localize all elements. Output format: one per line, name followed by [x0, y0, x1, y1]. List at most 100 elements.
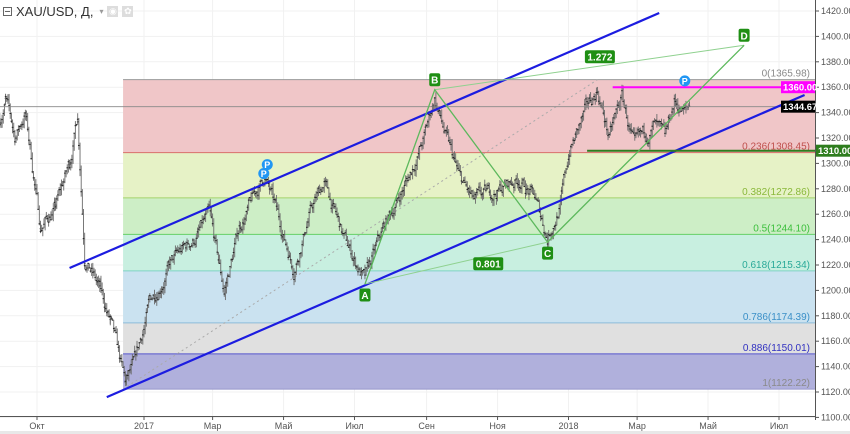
price-bar	[4, 93, 7, 105]
abcd-point-d[interactable]: D	[738, 28, 750, 43]
price-bar	[602, 100, 605, 116]
channel-line-upper[interactable]	[69, 12, 660, 270]
price-bar	[199, 221, 201, 232]
price-bar	[119, 354, 122, 363]
price-bar	[380, 227, 383, 238]
price-bar	[637, 126, 640, 138]
price-bar	[499, 180, 501, 192]
price-bar	[328, 187, 330, 198]
price-bar	[358, 266, 360, 273]
price-bar	[596, 86, 599, 95]
price-bar	[542, 214, 544, 226]
price-bar	[218, 254, 221, 264]
pivot-marker[interactable]: P	[261, 159, 273, 171]
price-bar	[137, 346, 139, 351]
price-bar	[243, 217, 245, 231]
price-bar	[192, 238, 194, 248]
price-bar	[54, 203, 57, 210]
price-bar	[343, 232, 345, 239]
price-bar	[564, 169, 566, 178]
price-bar	[221, 270, 223, 282]
chevron-down-icon[interactable]: ▾	[99, 7, 104, 16]
price-tick-label: 1320.00	[821, 133, 850, 143]
price-bar	[593, 93, 595, 101]
abcd-point-d-text: D	[740, 31, 747, 42]
price-bar	[392, 207, 394, 219]
price-bar	[568, 149, 571, 166]
price-bar	[44, 216, 46, 231]
price-bar	[96, 276, 99, 287]
price-bar	[522, 177, 524, 186]
price-bar	[461, 180, 464, 184]
price-bar	[339, 223, 342, 227]
price-bar	[283, 230, 286, 241]
price-bar	[242, 218, 244, 234]
fibonacci-retracement[interactable]: 0(1365.98) 0.236(1308.45) 0.382(1272.86) 0.…	[122, 69, 815, 390]
price-bar	[451, 139, 453, 159]
abcd-point-b[interactable]: B	[429, 73, 441, 87]
price-bar	[440, 109, 443, 124]
price-bar	[257, 186, 259, 200]
price-bar	[319, 186, 322, 196]
time-tick-label: 2017	[134, 421, 154, 431]
price-bar	[485, 184, 487, 193]
abcd-ratio-label[interactable]: 0.801	[473, 257, 504, 271]
price-bar	[260, 179, 263, 183]
abcd-ratio-label[interactable]: 1.272	[584, 50, 615, 64]
price-bar	[85, 265, 87, 272]
price-bar	[19, 123, 22, 130]
time-tick-label: Май	[699, 421, 717, 431]
price-bar	[29, 139, 31, 150]
abcd-pattern-line[interactable]	[364, 44, 745, 285]
price-bar	[23, 112, 26, 129]
price-bar	[567, 153, 570, 168]
symbol-title[interactable]: XAU/USD, Д,	[16, 4, 94, 19]
eye-icon[interactable]: ◉	[107, 6, 119, 17]
fib-level-label: 0(1365.98)	[762, 69, 810, 80]
price-tag: 1360.00	[781, 81, 817, 94]
price-bar	[145, 308, 148, 327]
price-bar	[439, 110, 442, 119]
price-bar	[286, 242, 288, 252]
price-axis-bg	[815, 0, 850, 434]
price-bar	[17, 125, 20, 136]
price-bar	[48, 214, 51, 223]
price-bar	[171, 255, 173, 262]
price-bar	[454, 153, 457, 164]
price-bar	[80, 165, 82, 197]
price-bar	[372, 243, 374, 261]
abcd-point-a[interactable]: A	[359, 288, 371, 303]
price-bar	[282, 234, 285, 242]
price-bar	[252, 189, 255, 194]
price-bar	[604, 118, 607, 127]
price-bar	[269, 186, 272, 192]
price-tick-label: 1360.00	[821, 82, 850, 92]
price-bar	[195, 233, 198, 248]
price-bar	[172, 255, 174, 263]
pivot-marker[interactable]: P	[679, 75, 691, 87]
price-bar	[102, 288, 105, 304]
price-bar	[615, 108, 617, 119]
price-bar	[132, 355, 135, 361]
abcd-point-c[interactable]: C	[542, 246, 554, 261]
price-bar	[116, 328, 119, 346]
price-bar	[303, 231, 306, 237]
price-bar	[488, 182, 491, 196]
price-bar	[673, 94, 676, 114]
price-bar	[287, 246, 290, 261]
time-tick-label: Сен	[418, 421, 435, 431]
price-bar	[245, 210, 248, 222]
price-bar	[254, 190, 257, 198]
price-bar	[445, 126, 448, 137]
price-bar	[69, 158, 72, 171]
price-bar	[367, 259, 370, 269]
collapse-icon[interactable]	[3, 7, 12, 16]
channel-line-lower[interactable]	[106, 93, 806, 399]
price-bar	[194, 239, 196, 248]
price-bar	[154, 293, 157, 303]
price-bar	[401, 186, 403, 200]
pivot-marker[interactable]: P	[258, 168, 270, 180]
gear-icon[interactable]: ✿	[122, 6, 134, 17]
